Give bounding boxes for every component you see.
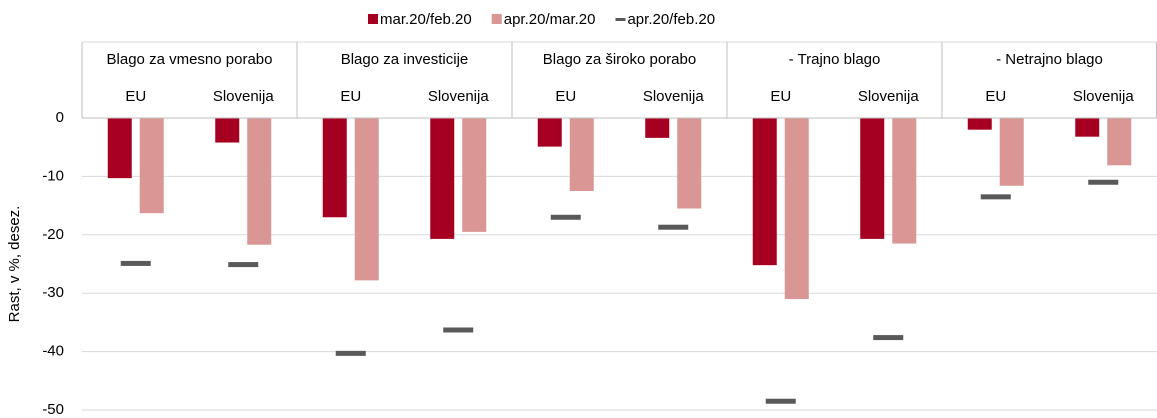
marker (550, 214, 581, 220)
x-tick-label: EU (340, 88, 361, 105)
bar (784, 118, 809, 300)
y-tick-label: -40 (42, 343, 64, 360)
y-tick-label: 0 (56, 109, 64, 126)
marker (658, 224, 689, 230)
x-tick-label: EU (125, 88, 146, 105)
bar (999, 118, 1024, 186)
bar (1107, 118, 1132, 166)
x-tick-label: Slovenija (858, 88, 920, 105)
group-label: - Netrajno blago (996, 51, 1103, 68)
y-axis-label: Rast, v %, desez. (6, 206, 23, 323)
y-tick-label: -50 (42, 401, 64, 418)
bar (645, 118, 670, 138)
group-label: Blago za investicije (341, 51, 469, 68)
y-tick-label: -30 (42, 284, 64, 301)
bar (1075, 118, 1100, 137)
bar (215, 118, 240, 143)
x-tick-label: EU (770, 88, 791, 105)
bar (892, 118, 917, 244)
x-tick-label: Slovenija (213, 88, 275, 105)
bar (462, 118, 487, 232)
bar (677, 118, 702, 209)
bar (139, 118, 164, 214)
group-label: - Trajno blago (789, 51, 881, 68)
marker (1088, 179, 1119, 185)
marker (765, 398, 796, 404)
legend-swatch (491, 14, 502, 24)
legend-label: apr.20/feb.20 (627, 11, 715, 28)
y-tick-label: -10 (42, 167, 64, 184)
bar (537, 118, 562, 147)
marker (120, 260, 151, 266)
x-tick-label: EU (985, 88, 1006, 105)
bar (430, 118, 455, 239)
y-tick-label: -20 (42, 226, 64, 243)
group-label: Blago za široko porabo (543, 51, 696, 68)
marker (335, 350, 366, 356)
bar (247, 118, 272, 245)
bar (569, 118, 594, 191)
legend-label: apr.20/mar.20 (504, 11, 596, 28)
marker (443, 327, 474, 333)
legend-swatch (615, 18, 626, 21)
bar (354, 118, 379, 281)
bar (107, 118, 132, 179)
x-tick-label: Slovenija (643, 88, 705, 105)
bar (967, 118, 992, 130)
marker (980, 194, 1011, 200)
marker (228, 262, 259, 268)
marker (873, 335, 904, 341)
bar (860, 118, 885, 239)
x-tick-label: Slovenija (428, 88, 490, 105)
x-tick-label: Slovenija (1073, 88, 1135, 105)
legend-swatch (368, 14, 378, 24)
x-tick-label: EU (555, 88, 576, 105)
bar (322, 118, 347, 218)
group-label: Blago za vmesno porabo (107, 51, 273, 68)
legend-label: mar.20/feb.20 (380, 11, 472, 28)
bar (752, 118, 777, 266)
